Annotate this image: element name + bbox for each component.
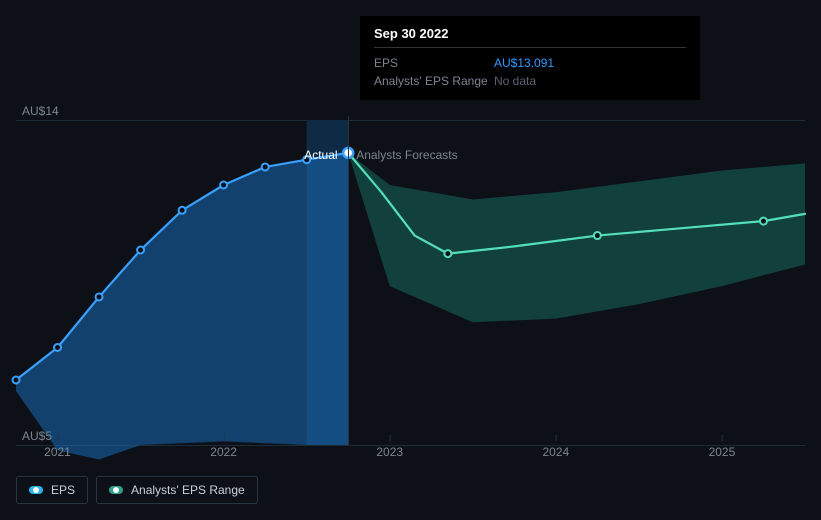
forecast-marker bbox=[760, 218, 767, 225]
actual-label: Actual bbox=[304, 148, 337, 162]
legend-item[interactable]: Analysts' EPS Range bbox=[96, 476, 258, 504]
tooltip-row-value: AU$13.091 bbox=[494, 56, 554, 70]
eps-chart: Sep 30 2022 EPSAU$13.091Analysts' EPS Ra… bbox=[0, 0, 821, 520]
chart-plot[interactable] bbox=[16, 120, 805, 445]
actual-marker bbox=[13, 377, 20, 384]
actual-marker bbox=[137, 247, 144, 254]
tooltip-date: Sep 30 2022 bbox=[374, 26, 686, 48]
tooltip-row: EPSAU$13.091 bbox=[374, 54, 686, 72]
forecast-marker bbox=[444, 250, 451, 257]
split-divider-line bbox=[348, 116, 349, 445]
forecast-marker bbox=[594, 232, 601, 239]
tooltip-row-label: Analysts' EPS Range bbox=[374, 74, 494, 88]
x-axis-tick: 2024 bbox=[542, 445, 569, 459]
chart-tooltip: Sep 30 2022 EPSAU$13.091Analysts' EPS Ra… bbox=[360, 16, 700, 100]
x-axis-tick: 2023 bbox=[376, 445, 403, 459]
tooltip-row-value: No data bbox=[494, 74, 536, 88]
legend-label: EPS bbox=[51, 483, 75, 497]
actual-marker bbox=[262, 163, 269, 170]
x-axis-tick: 2021 bbox=[44, 445, 71, 459]
forecast-label: Analysts Forecasts bbox=[356, 148, 457, 162]
legend-label: Analysts' EPS Range bbox=[131, 483, 245, 497]
legend-swatch-icon bbox=[29, 486, 43, 494]
tooltip-row-label: EPS bbox=[374, 56, 494, 70]
x-axis-tick: 2025 bbox=[709, 445, 736, 459]
y-axis-label: AU$5 bbox=[22, 429, 52, 443]
tooltip-row: Analysts' EPS RangeNo data bbox=[374, 72, 686, 90]
x-axis: 2021 2022 2023 2024 2025 bbox=[16, 445, 805, 465]
legend-swatch-icon bbox=[109, 486, 123, 494]
chart-legend: EPS Analysts' EPS Range bbox=[16, 476, 258, 504]
actual-marker bbox=[220, 182, 227, 189]
actual-range-area bbox=[16, 153, 348, 460]
legend-item[interactable]: EPS bbox=[16, 476, 88, 504]
actual-marker bbox=[179, 207, 186, 214]
actual-marker bbox=[96, 293, 103, 300]
actual-marker bbox=[54, 344, 61, 351]
x-axis-tick: 2022 bbox=[210, 445, 237, 459]
y-axis-label: AU$14 bbox=[22, 104, 59, 118]
